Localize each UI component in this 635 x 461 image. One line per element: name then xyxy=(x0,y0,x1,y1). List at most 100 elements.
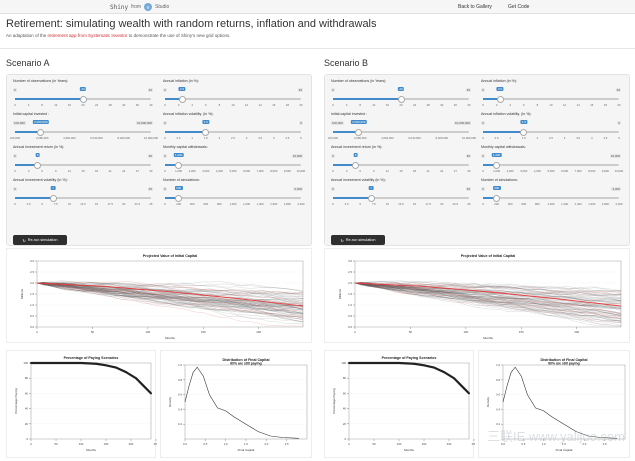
slider-track[interactable] xyxy=(483,161,619,169)
x-tick-label: 2.0 xyxy=(582,442,586,446)
slider-handle[interactable] xyxy=(34,161,42,169)
simulation-path xyxy=(36,282,304,306)
slider-handle[interactable] xyxy=(79,95,87,103)
simulation-path xyxy=(36,282,304,322)
rerun-simulation-button[interactable]: ↻ Re-run simulation xyxy=(13,235,67,245)
slider-handle[interactable] xyxy=(493,194,501,202)
simulation-path xyxy=(36,282,304,322)
y-tick-label: 2.0 xyxy=(348,281,352,285)
x-tick-label: 100 xyxy=(463,330,468,334)
y-tick-label: 0.5 xyxy=(348,314,352,318)
x-tick-label: 1.5 xyxy=(244,442,248,446)
slider-track[interactable] xyxy=(165,194,301,202)
x-tick-label: 1.0 xyxy=(224,442,228,446)
slider-handle[interactable] xyxy=(397,95,405,103)
slider-control: Initial capital invested : 100,000 10,000,… xyxy=(328,112,476,144)
simulation-path xyxy=(354,282,622,316)
slider-track[interactable] xyxy=(15,95,151,103)
get-code-link[interactable]: Get Code xyxy=(508,4,530,10)
simulation-path xyxy=(354,281,622,295)
simulation-path xyxy=(36,282,304,295)
y-tick-label: 0.2 xyxy=(496,422,500,426)
slider-control: Initial capital invested : 100,000 10,000,… xyxy=(10,112,158,144)
slider-track[interactable] xyxy=(165,161,301,169)
slider-label: Number of observations (in Years): xyxy=(13,79,69,83)
slider-min: 0 xyxy=(481,88,485,92)
shiny-brand[interactable]: Shiny from R Studio xyxy=(110,3,169,11)
slider-track[interactable] xyxy=(165,95,301,103)
slider-value: 5 xyxy=(35,153,41,157)
slider-handle[interactable] xyxy=(367,194,375,202)
slider-handle[interactable] xyxy=(37,128,45,136)
slider-fill xyxy=(483,98,500,100)
y-tick-label: 60 xyxy=(25,391,29,395)
slider-fill xyxy=(333,131,359,133)
x-tick-label: 100 xyxy=(79,442,84,446)
slider-fill xyxy=(165,98,182,100)
systematic-investor-link[interactable]: retirement app from Systematic Investor xyxy=(47,33,128,38)
simulation-path xyxy=(36,282,304,314)
slider-handle[interactable] xyxy=(496,95,504,103)
slider-handle[interactable] xyxy=(493,161,501,169)
slider-handle[interactable] xyxy=(520,128,528,136)
page-subtitle: An adaptation of the retirement app from… xyxy=(6,33,231,38)
paying-point xyxy=(453,377,455,380)
slider-ticks: 0 1,000 2,000 3,000 4,000 5,000 6,000 7,000 8,00… xyxy=(164,169,306,173)
y-tick-label: 0 xyxy=(344,437,346,441)
slider-value: 5 xyxy=(353,153,359,157)
x-tick-label: 200 xyxy=(574,330,579,334)
slider-handle[interactable] xyxy=(175,194,183,202)
slider-fill xyxy=(333,197,372,199)
scenario-title: Scenario A xyxy=(6,58,50,68)
simulation-path xyxy=(36,282,303,327)
slider-track[interactable] xyxy=(333,128,469,136)
simulation-path xyxy=(36,282,304,313)
paying-point xyxy=(413,362,415,365)
simulation-path xyxy=(354,282,621,302)
slider-max: 20 xyxy=(615,88,621,92)
slider-track[interactable] xyxy=(15,161,151,169)
slider-handle[interactable] xyxy=(352,161,360,169)
slider-track[interactable] xyxy=(15,128,151,136)
slider-track[interactable] xyxy=(333,161,469,169)
paying-point xyxy=(348,362,350,364)
simulation-path xyxy=(37,282,304,307)
slider-min: 100,000 xyxy=(331,121,344,125)
simulation-path xyxy=(36,281,304,294)
slider-handle[interactable] xyxy=(202,128,210,136)
rerun-simulation-button[interactable]: ↻ Re-run simulation xyxy=(331,235,385,245)
slider-handle[interactable] xyxy=(49,194,57,202)
slider-track[interactable] xyxy=(333,95,469,103)
simulation-path xyxy=(354,282,622,322)
simulation-path xyxy=(354,282,622,319)
slider-label: Annual investment return (in %): xyxy=(13,145,65,149)
x-tick-label: 2.5 xyxy=(603,442,607,446)
scenario-title: Scenario B xyxy=(324,58,369,68)
slider-track[interactable] xyxy=(483,128,619,136)
slider-handle[interactable] xyxy=(178,95,186,103)
slider-handle[interactable] xyxy=(355,128,363,136)
slider-track[interactable] xyxy=(165,128,301,136)
y-axis-label: Percentage Paying xyxy=(14,388,18,414)
final-capital-plot: Distribution of Final Capital Final Capit… xyxy=(478,350,630,458)
slider-track[interactable] xyxy=(483,194,619,202)
slider-max: 30 xyxy=(147,154,153,158)
slider-value: 2,000,000 xyxy=(350,120,368,124)
slider-track[interactable] xyxy=(333,194,469,202)
x-tick-label: 1.0 xyxy=(542,442,546,446)
simulation-path xyxy=(36,282,304,303)
slider-fill xyxy=(483,197,497,199)
top-navbar: Shiny from R Studio Back to Gallery Get … xyxy=(0,0,635,14)
slider-track[interactable] xyxy=(15,194,151,202)
back-to-gallery-link[interactable]: Back to Gallery xyxy=(458,4,492,10)
simulation-path xyxy=(36,282,304,314)
slider-track[interactable] xyxy=(483,95,619,103)
paying-point xyxy=(95,362,97,365)
y-tick-label: 0.6 xyxy=(178,393,182,397)
slider-control: Monthly capital withdrawals: 0 10,000 1,000… xyxy=(163,145,306,177)
simulation-path xyxy=(36,282,304,306)
simulation-path xyxy=(36,282,304,304)
simulation-path xyxy=(36,282,304,305)
slider-min: 0 xyxy=(163,187,167,191)
slider-handle[interactable] xyxy=(175,161,183,169)
